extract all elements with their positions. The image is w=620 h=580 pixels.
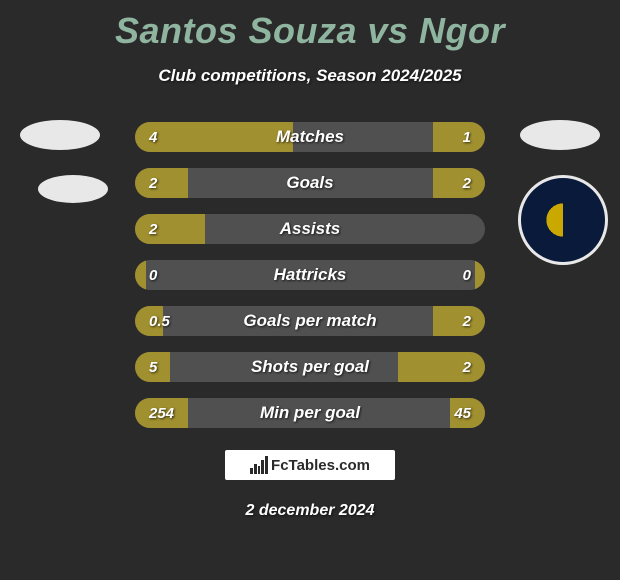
date-label: 2 december 2024: [0, 502, 620, 520]
bar-label: Goals per match: [135, 306, 485, 336]
bar-chart-icon: [250, 456, 268, 474]
bar-right-value: 45: [454, 398, 471, 428]
fctables-logo[interactable]: FcTables.com: [225, 450, 395, 480]
bar-row-matches: 4 Matches 1: [135, 122, 485, 152]
player-left-badge-1: [20, 120, 100, 150]
player-right-badge-1: [520, 120, 600, 150]
bar-row-min-per-goal: 254 Min per goal 45: [135, 398, 485, 428]
bar-label: Hattricks: [135, 260, 485, 290]
bar-label: Shots per goal: [135, 352, 485, 382]
subtitle: Club competitions, Season 2024/2025: [0, 66, 620, 86]
player-left-badge-2: [38, 175, 108, 203]
bar-label: Min per goal: [135, 398, 485, 428]
bar-right-value: 2: [463, 306, 471, 336]
bar-row-shots-per-goal: 5 Shots per goal 2: [135, 352, 485, 382]
bar-right-value: 2: [463, 352, 471, 382]
bar-row-assists: 2 Assists: [135, 214, 485, 244]
bar-right-value: 2: [463, 168, 471, 198]
page-title: Santos Souza vs Ngor: [0, 0, 620, 52]
comparison-bars: 4 Matches 1 2 Goals 2 2 Assists 0 Hattri…: [135, 122, 485, 444]
bar-right-value: 0: [463, 260, 471, 290]
bar-row-hattricks: 0 Hattricks 0: [135, 260, 485, 290]
logo-text: FcTables.com: [271, 457, 370, 474]
bar-label: Assists: [135, 214, 485, 244]
bar-label: Matches: [135, 122, 485, 152]
bar-row-goals-per-match: 0.5 Goals per match 2: [135, 306, 485, 336]
bar-label: Goals: [135, 168, 485, 198]
bar-row-goals: 2 Goals 2: [135, 168, 485, 198]
bar-right-value: 1: [463, 122, 471, 152]
player-right-club-logo: [518, 175, 608, 265]
